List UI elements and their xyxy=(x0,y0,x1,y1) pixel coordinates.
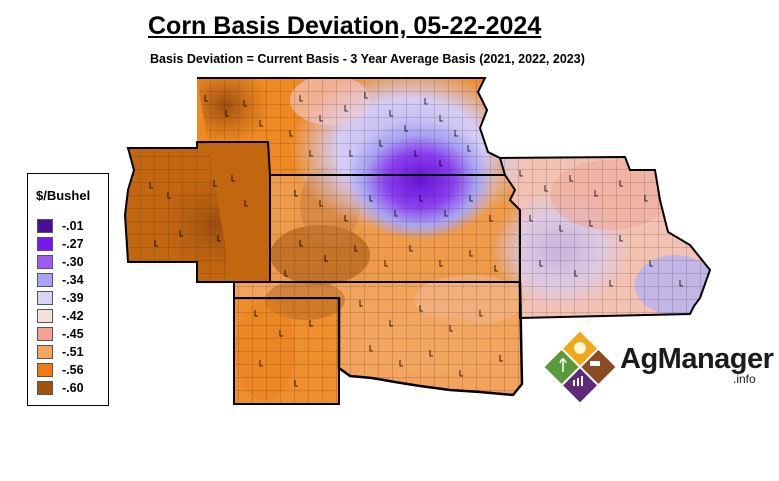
legend-swatch xyxy=(37,363,53,377)
legend-swatch xyxy=(37,327,53,341)
legend-label: -.01 xyxy=(62,219,84,233)
legend-item: -.34 xyxy=(37,272,84,288)
legend-item: -.39 xyxy=(37,290,84,306)
legend-label: -.39 xyxy=(62,291,84,305)
state-borders xyxy=(123,77,712,405)
legend: $/Bushel -.01 -.27 -.30 -.34 -.39 -.42 -… xyxy=(27,173,109,406)
legend-swatch xyxy=(37,237,53,251)
bar-chart-icon xyxy=(573,376,583,386)
legend-swatch xyxy=(37,381,53,395)
legend-swatch xyxy=(37,273,53,287)
legend-label: -.56 xyxy=(62,363,84,377)
wheat-icon xyxy=(559,358,567,372)
logo-wordmark: AgManager xyxy=(620,343,774,375)
legend-item: -.51 xyxy=(37,344,84,360)
legend-swatch xyxy=(37,291,53,305)
legend-swatch xyxy=(37,309,53,323)
legend-item: -.30 xyxy=(37,254,84,270)
map-title: Corn Basis Deviation, 05-22-2024 xyxy=(148,12,542,40)
legend-title: $/Bushel xyxy=(36,188,91,203)
legend-item: -.42 xyxy=(37,308,84,324)
agmanager-logo xyxy=(544,331,616,403)
legend-item: -.60 xyxy=(37,380,84,396)
sun-icon xyxy=(574,342,586,354)
cattle-icon xyxy=(590,361,600,366)
map-subtitle: Basis Deviation = Current Basis - 3 Year… xyxy=(150,52,585,66)
legend-label: -.34 xyxy=(62,273,84,287)
legend-label: -.42 xyxy=(62,309,84,323)
elevator-markers xyxy=(149,92,683,387)
legend-label: -.60 xyxy=(62,381,84,395)
legend-item: -.56 xyxy=(37,362,84,378)
legend-label: -.27 xyxy=(62,237,84,251)
legend-swatch xyxy=(37,345,53,359)
legend-label: -.51 xyxy=(62,345,84,359)
legend-label: -.45 xyxy=(62,327,84,341)
legend-swatch xyxy=(37,219,53,233)
legend-swatch xyxy=(37,255,53,269)
logo-suffix: .info xyxy=(733,372,756,386)
legend-item: -.01 xyxy=(37,218,84,234)
legend-item: -.45 xyxy=(37,326,84,342)
legend-label: -.30 xyxy=(62,255,84,269)
legend-item: -.27 xyxy=(37,236,84,252)
